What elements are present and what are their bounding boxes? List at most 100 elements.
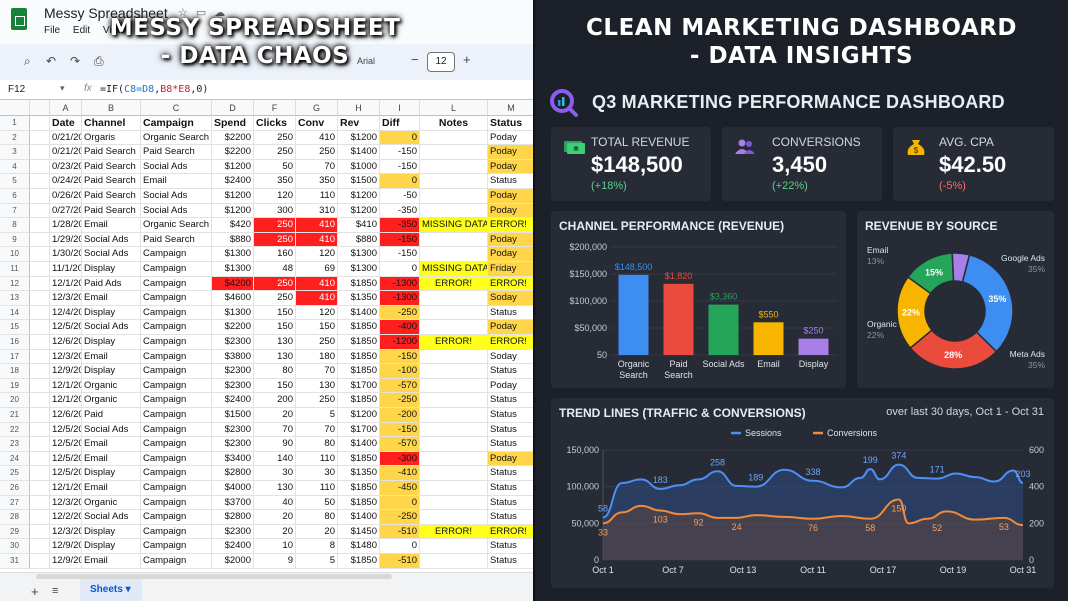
cell[interactable]: [30, 466, 50, 481]
cell[interactable]: 250: [254, 276, 296, 292]
cell[interactable]: Campaign: [141, 393, 212, 408]
cell[interactable]: 8: [296, 539, 338, 554]
row-number[interactable]: 29: [0, 524, 30, 540]
cell[interactable]: Paid Search: [82, 203, 141, 219]
cell[interactable]: Poday: [488, 451, 535, 467]
cell[interactable]: Soday: [488, 349, 535, 365]
cell[interactable]: $2000: [212, 554, 254, 569]
cell[interactable]: Campaign: [141, 349, 212, 365]
cell[interactable]: -1200: [380, 335, 420, 350]
decrease-font-icon[interactable]: −: [411, 52, 419, 67]
cell[interactable]: $4200: [212, 276, 254, 292]
cell[interactable]: 12/3/2022: [50, 524, 82, 540]
cell[interactable]: Poday: [488, 130, 535, 146]
cell[interactable]: 120: [254, 189, 296, 204]
cell[interactable]: 20: [254, 408, 296, 423]
cell[interactable]: Paid Ads: [82, 276, 141, 292]
cloud-icon[interactable]: ☁: [214, 7, 234, 19]
cell[interactable]: $1200: [338, 189, 380, 204]
header-cell[interactable]: Diff: [380, 116, 420, 131]
cell[interactable]: [30, 349, 50, 365]
cell[interactable]: Campaign: [141, 466, 212, 481]
cell[interactable]: Poday: [488, 378, 535, 394]
cell[interactable]: [420, 451, 488, 467]
cell[interactable]: 70: [296, 159, 338, 175]
cell[interactable]: 12/5/2022: [50, 466, 82, 481]
cell[interactable]: 250: [254, 130, 296, 146]
cell[interactable]: [420, 554, 488, 569]
cell[interactable]: 70: [254, 422, 296, 438]
cell[interactable]: [420, 393, 488, 408]
row-number[interactable]: 30: [0, 539, 30, 554]
cell[interactable]: -250: [380, 305, 420, 321]
cell[interactable]: 70: [296, 364, 338, 379]
cell[interactable]: Email: [82, 218, 141, 233]
cell[interactable]: 12/5/2022: [50, 320, 82, 335]
cell[interactable]: [30, 378, 50, 394]
row-number[interactable]: 25: [0, 466, 30, 481]
cell[interactable]: $1850: [338, 349, 380, 365]
cell[interactable]: 350: [254, 174, 296, 189]
cell[interactable]: 250: [254, 232, 296, 248]
cell[interactable]: 1/30/2022: [50, 247, 82, 262]
cell[interactable]: 110: [296, 189, 338, 204]
cell[interactable]: Status: [488, 437, 535, 452]
cell[interactable]: $1200: [338, 130, 380, 146]
cell[interactable]: 12/2/2022: [50, 510, 82, 525]
cell[interactable]: Status: [488, 422, 535, 438]
cell[interactable]: 410: [296, 291, 338, 306]
cell[interactable]: 12/5/2022: [50, 422, 82, 438]
cell[interactable]: [30, 408, 50, 423]
cell[interactable]: ERROR!: [420, 524, 488, 540]
cell[interactable]: $880: [338, 232, 380, 248]
cell[interactable]: $3700: [212, 495, 254, 511]
bar[interactable]: [753, 322, 784, 355]
cell[interactable]: 20: [254, 510, 296, 525]
cell[interactable]: $1200: [338, 408, 380, 423]
row-number[interactable]: 13: [0, 291, 30, 306]
cell[interactable]: [30, 320, 50, 335]
cell[interactable]: [420, 159, 488, 175]
cell[interactable]: [30, 524, 50, 540]
cell[interactable]: Campaign: [141, 408, 212, 423]
cell[interactable]: -410: [380, 466, 420, 481]
cell[interactable]: [30, 437, 50, 452]
cell[interactable]: -150: [380, 232, 420, 248]
cell[interactable]: 300: [254, 203, 296, 219]
cell[interactable]: [30, 554, 50, 569]
cell[interactable]: Status: [488, 466, 535, 481]
column-header[interactable]: A: [50, 100, 82, 116]
cell[interactable]: 12/9/2022: [50, 554, 82, 569]
document-title[interactable]: Messy Spreadsheet: [44, 5, 168, 21]
cell[interactable]: [30, 189, 50, 204]
row-number[interactable]: 10: [0, 247, 30, 262]
cell[interactable]: Email: [82, 451, 141, 467]
cell[interactable]: Display: [82, 335, 141, 350]
row-number[interactable]: 4: [0, 159, 30, 175]
cell[interactable]: 130: [254, 481, 296, 496]
donut-slice[interactable]: [951, 252, 971, 283]
cell[interactable]: Organic Search: [141, 130, 212, 146]
cell[interactable]: $2300: [212, 378, 254, 394]
cell[interactable]: [420, 422, 488, 438]
font-selector[interactable]: Arial: [357, 56, 376, 66]
menu-edit[interactable]: Edit: [72, 25, 91, 36]
cell[interactable]: -100: [380, 364, 420, 379]
sessions-line[interactable]: [602, 463, 1024, 519]
cell[interactable]: [420, 247, 488, 262]
cell[interactable]: $1700: [338, 422, 380, 438]
cell[interactable]: Status: [488, 539, 535, 554]
cell[interactable]: -150: [380, 422, 420, 438]
cell[interactable]: MISSING DATA: [420, 218, 488, 233]
cell[interactable]: [420, 145, 488, 160]
bar[interactable]: [798, 338, 829, 355]
cell[interactable]: $3400: [212, 451, 254, 467]
cell[interactable]: 250: [296, 145, 338, 160]
row-number[interactable]: 28: [0, 510, 30, 525]
cell[interactable]: Campaign: [141, 510, 212, 525]
cell[interactable]: 160: [254, 247, 296, 262]
cell[interactable]: [30, 145, 50, 160]
row-number[interactable]: 17: [0, 349, 30, 365]
column-header[interactable]: C: [141, 100, 212, 116]
cell[interactable]: Paid Search: [141, 145, 212, 160]
